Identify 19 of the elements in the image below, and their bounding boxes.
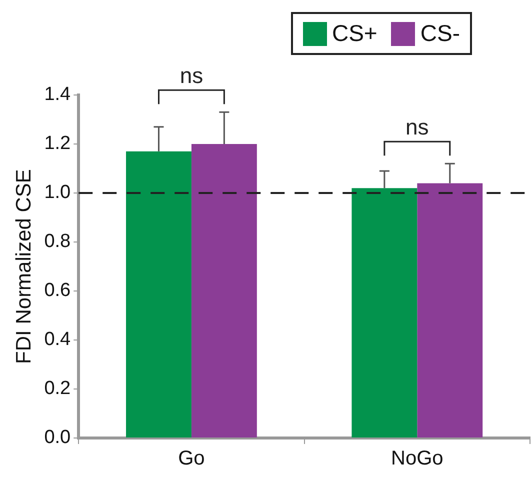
bar bbox=[352, 188, 418, 438]
x-tick-label: NoGo bbox=[391, 448, 444, 470]
y-tick-label: 0.2 bbox=[44, 378, 71, 400]
text: ns bbox=[180, 63, 204, 88]
bar bbox=[126, 151, 192, 438]
y-axis-title: FDI Normalized CSE bbox=[12, 169, 36, 364]
bar bbox=[417, 183, 483, 438]
legend-label: CS- bbox=[420, 20, 460, 47]
y-tick-label: 1.2 bbox=[44, 133, 71, 154]
legend-label: CS+ bbox=[332, 20, 378, 47]
y-tick-label: 0.0 bbox=[44, 427, 71, 448]
y-tick-label: 0.8 bbox=[44, 231, 71, 252]
y-tick-label: 0.4 bbox=[44, 329, 72, 350]
y-tick-label: 1.4 bbox=[44, 84, 72, 106]
y-tick-label: 1.0 bbox=[44, 182, 71, 204]
annotation: ns bbox=[406, 114, 429, 140]
x-tick-label: Go bbox=[178, 448, 205, 470]
bar bbox=[191, 144, 257, 438]
y-tick-label: 0.6 bbox=[44, 280, 71, 302]
